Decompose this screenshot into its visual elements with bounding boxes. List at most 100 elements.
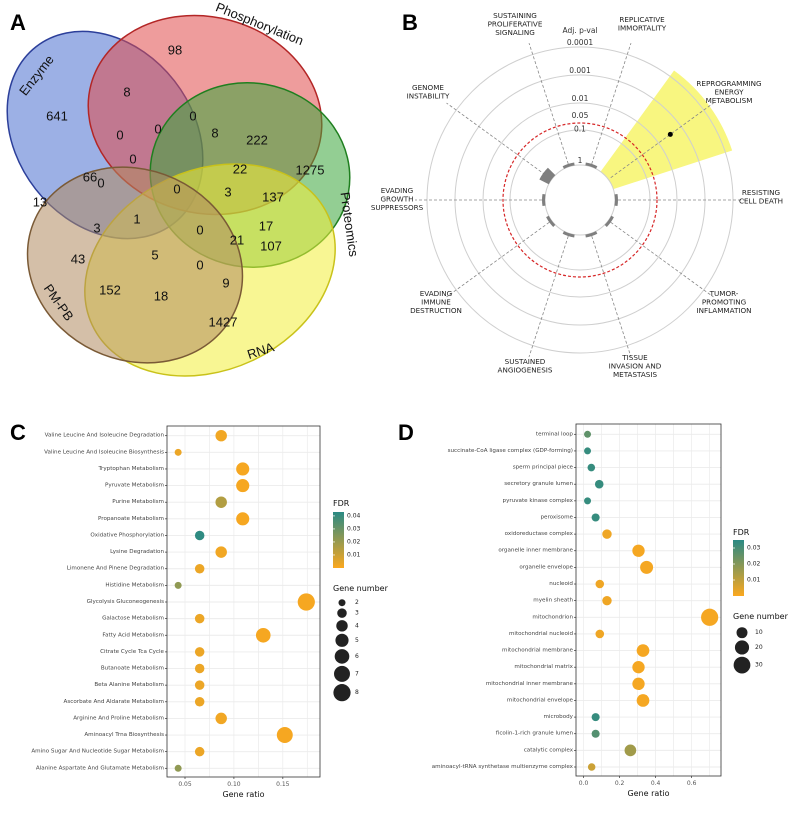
- fdr-legend-title: FDR: [733, 528, 750, 537]
- category-label-line: EVADING: [381, 186, 414, 195]
- ring-tick-label: 0.1: [574, 125, 586, 134]
- venn-set-pm-pb: [26, 166, 244, 364]
- category-label: EVADING IMMUNE DESTRUCTION: [410, 289, 462, 315]
- data-point: [215, 546, 227, 558]
- threshold-ring: [502, 122, 658, 278]
- category-label-line: INFLAMMATION: [696, 306, 751, 315]
- y-tick-label: Arginine And Proline Metabolism: [73, 715, 164, 721]
- venn-count: 98: [168, 43, 182, 58]
- y-tick-label: Lysine Degradation: [110, 549, 164, 555]
- venn-count: 3: [93, 221, 100, 236]
- data-point: [595, 629, 605, 639]
- colorbar-tick-label: 0.01: [347, 551, 361, 558]
- data-point: [632, 544, 645, 557]
- y-tick-label: succinate-CoA ligase complex (GDP-formin…: [448, 448, 573, 454]
- data-point: [584, 430, 592, 438]
- data-point: [255, 627, 271, 643]
- data-point: [276, 727, 293, 744]
- category-bar: [604, 215, 614, 227]
- size-legend-point: [336, 620, 348, 632]
- category-label-line: RESISTING: [742, 188, 780, 197]
- category-bar: [539, 167, 556, 185]
- size-legend-point: [338, 599, 346, 607]
- venn-set-label: Proteomics: [338, 191, 362, 258]
- venn-count: 0: [196, 258, 203, 273]
- colorbar-tick-label: 0.03: [747, 545, 761, 552]
- panel-label-d: D: [398, 420, 414, 445]
- x-tick-label: 0.15: [276, 781, 290, 788]
- category-label-line: ENERGY: [714, 88, 744, 97]
- size-legend-label: 2: [355, 599, 359, 606]
- category-label-line: INSTABILITY: [407, 92, 450, 101]
- data-point: [194, 697, 205, 707]
- y-tick-label: mitochondrial inner membrane: [486, 681, 574, 687]
- axis-title: Adj. p-val: [563, 26, 598, 35]
- y-tick-label: Oxidative Phosphorylation: [90, 532, 164, 538]
- data-point: [584, 447, 592, 455]
- y-tick-label: oxidoreductase complex: [505, 531, 574, 537]
- spoke: [528, 42, 569, 164]
- category-label-line: INVASION AND: [609, 362, 662, 371]
- y-tick-label: mitochondrial matrix: [514, 664, 573, 670]
- size-legend-point: [334, 665, 350, 682]
- size-legend-point: [335, 633, 349, 647]
- ring-tick-label: 0.001: [569, 66, 591, 75]
- data-point: [632, 677, 645, 690]
- venn-count: 222: [246, 133, 268, 148]
- data-point: [591, 713, 600, 722]
- dot-plot-go: terminal loop succinate-CoA ligase comple…: [432, 423, 789, 798]
- category-label-line: REPROGRAMMING: [696, 79, 761, 88]
- data-point: [194, 647, 205, 657]
- category-label-line: TISSUE: [621, 353, 648, 362]
- venn-count: 1427: [209, 315, 238, 330]
- size-legend-point: [736, 627, 748, 639]
- venn-count: 0: [154, 122, 161, 137]
- category-bar: [614, 193, 618, 207]
- y-tick-label: myelin sheath: [533, 598, 573, 604]
- data-point: [174, 448, 182, 456]
- y-tick-label: Propanoate Metabolism: [98, 516, 164, 522]
- y-tick-label: organelle envelope: [519, 564, 573, 570]
- y-tick-label: Amino Sugar And Nucleotide Sugar Metabol…: [31, 749, 164, 755]
- category-label: GENOME INSTABILITY: [407, 83, 450, 101]
- y-tick-label: Fatty Acid Metabolism: [102, 632, 164, 638]
- data-point: [236, 479, 250, 493]
- category-label: TUMOR-PROMOTING INFLAMMATION: [696, 289, 751, 315]
- data-point: [194, 680, 205, 690]
- venn-count: 152: [99, 283, 121, 298]
- venn-count: 0: [196, 223, 203, 238]
- venn-count: 21: [230, 233, 244, 248]
- venn-count: 0: [173, 182, 180, 197]
- inner-circle: [546, 166, 614, 234]
- size-legend-label: 8: [355, 689, 359, 696]
- y-tick-label: secretory granule lumen: [504, 481, 573, 487]
- panel-label-c: C: [10, 420, 26, 445]
- ring-tick-label: 0.01: [572, 94, 589, 103]
- category-label-line: IMMORTALITY: [618, 24, 667, 33]
- y-tick-label: Citrate Cycle Tca Cycle: [100, 649, 164, 655]
- size-legend-label: 20: [755, 644, 763, 651]
- data-point: [587, 763, 596, 771]
- category-label: RESISTING CELL DEATH: [739, 188, 783, 206]
- y-tick-label: Aminoacyl Trna Biosynthesis: [84, 732, 164, 738]
- plot-border: [575, 423, 722, 777]
- size-legend-label: 3: [355, 610, 359, 617]
- y-tick-label: Valine Leucine And Isoleucine Degradatio…: [45, 433, 165, 439]
- venn-count: 0: [129, 152, 136, 167]
- venn-count: 0: [189, 109, 196, 124]
- venn-count: 641: [46, 109, 68, 124]
- plot-background: [167, 426, 320, 777]
- venn-count: 1: [133, 212, 140, 227]
- y-tick-label: Alanine Aspartate And Glutamate Metaboli…: [36, 765, 164, 771]
- ring-tick-label: 0.0001: [567, 38, 593, 47]
- venn-count: 43: [71, 252, 85, 267]
- x-tick-label: 0.0: [579, 780, 589, 787]
- size-legend-label: 6: [355, 653, 359, 660]
- category-label: SUSTAINED ANGIOGENESIS: [498, 357, 553, 375]
- y-tick-label: Valine Leucine And Isoleucine Biosynthes…: [44, 449, 164, 455]
- data-point: [194, 563, 205, 574]
- y-tick-label: mitochondrion: [532, 614, 573, 620]
- venn-diagram: EnzymePhosphorylationProteomicsRNAPM-PB9…: [6, 0, 362, 377]
- venn-count: 22: [233, 162, 247, 177]
- y-tick-label: peroxisome: [540, 514, 573, 520]
